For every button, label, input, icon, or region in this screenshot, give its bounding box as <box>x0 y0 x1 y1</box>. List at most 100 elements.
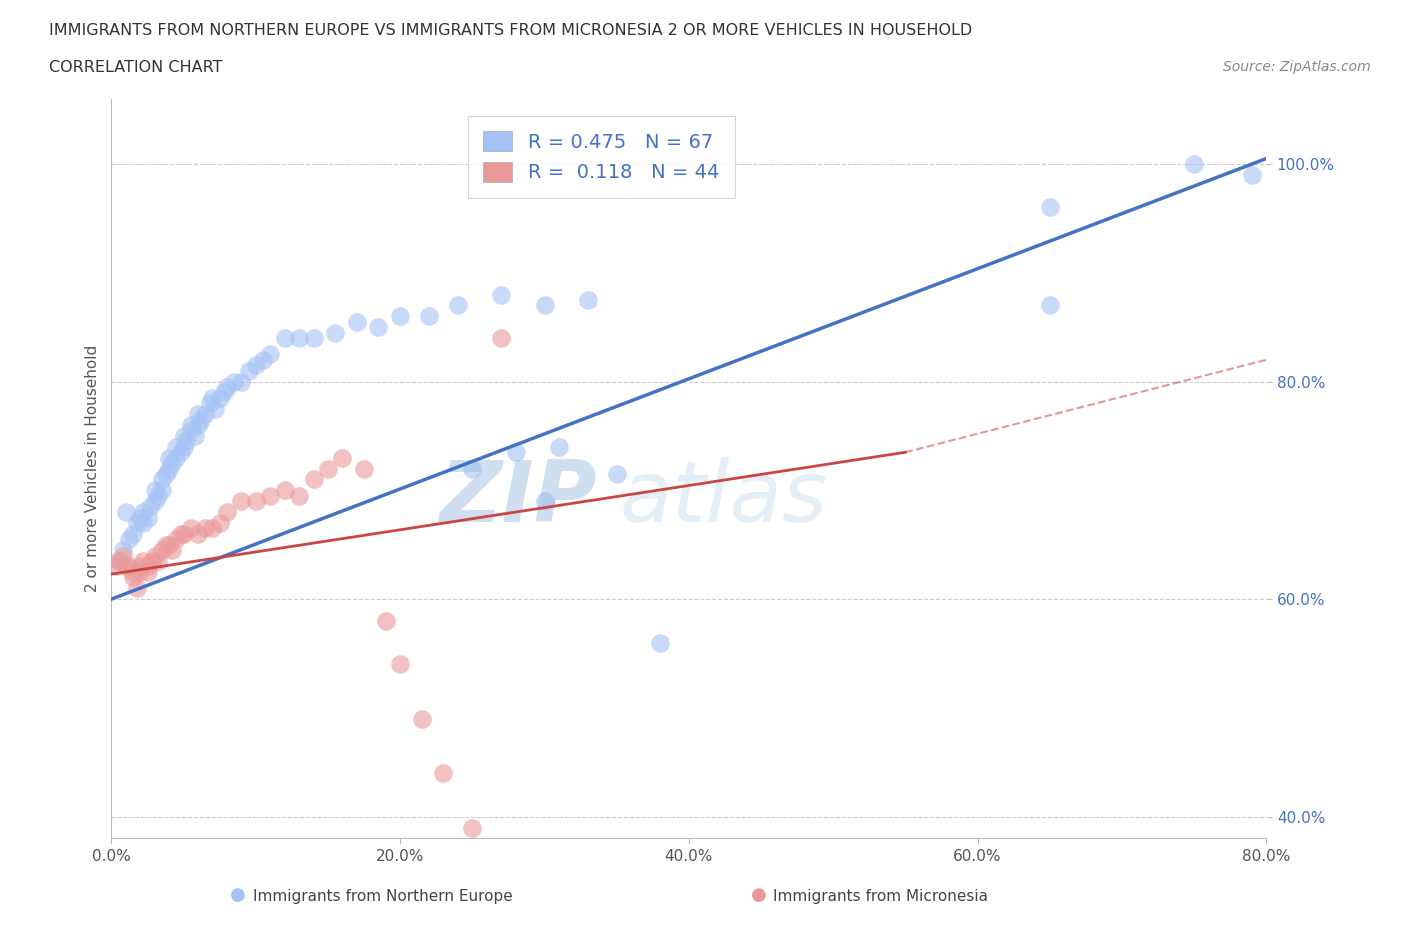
Point <box>533 298 555 312</box>
Point <box>489 287 512 302</box>
Point <box>411 711 433 726</box>
Point <box>165 532 187 547</box>
Point <box>132 553 155 568</box>
Point <box>273 483 295 498</box>
Point <box>157 538 180 552</box>
Point <box>259 347 281 362</box>
Point <box>316 461 339 476</box>
Point <box>1182 156 1205 171</box>
Point <box>184 429 207 444</box>
Point <box>332 450 354 465</box>
Point <box>118 532 141 547</box>
Point <box>353 461 375 476</box>
Point <box>165 439 187 454</box>
Point <box>132 515 155 530</box>
Text: Immigrants from Micronesia: Immigrants from Micronesia <box>773 889 988 904</box>
Point <box>111 543 134 558</box>
Point <box>252 352 274 367</box>
Point <box>1039 200 1062 215</box>
Text: atlas: atlas <box>620 457 828 539</box>
Point <box>323 326 346 340</box>
Point <box>141 553 163 568</box>
Point <box>146 553 169 568</box>
Point <box>180 423 202 438</box>
Point <box>346 314 368 329</box>
Point <box>447 298 470 312</box>
Point <box>273 330 295 345</box>
Point <box>238 364 260 379</box>
Point <box>194 521 217 536</box>
Point <box>1240 167 1263 182</box>
Point <box>136 565 159 579</box>
Point <box>648 635 671 650</box>
Point <box>176 434 198 449</box>
Point <box>173 439 195 454</box>
Point <box>302 330 325 345</box>
Point <box>129 565 152 579</box>
Text: ZIP: ZIP <box>439 457 596 539</box>
Text: IMMIGRANTS FROM NORTHERN EUROPE VS IMMIGRANTS FROM MICRONESIA 2 OR MORE VEHICLES: IMMIGRANTS FROM NORTHERN EUROPE VS IMMIG… <box>49 23 973 38</box>
Point <box>432 765 454 780</box>
Point <box>104 559 127 574</box>
Point <box>132 505 155 520</box>
Point <box>1039 298 1062 312</box>
Point <box>389 657 412 671</box>
Point <box>165 450 187 465</box>
Point <box>224 374 246 389</box>
Point <box>208 515 231 530</box>
Point <box>143 494 166 509</box>
Point <box>143 548 166 563</box>
Point <box>155 467 177 482</box>
Point <box>107 553 129 568</box>
Text: ●: ● <box>751 886 766 904</box>
Text: ●: ● <box>231 886 246 904</box>
Point <box>187 418 209 432</box>
Point <box>374 614 396 629</box>
Point <box>157 461 180 476</box>
Point <box>180 418 202 432</box>
Point <box>155 538 177 552</box>
Point <box>367 320 389 335</box>
Point <box>259 488 281 503</box>
Point <box>170 445 193 459</box>
Point <box>111 548 134 563</box>
Text: Immigrants from Northern Europe: Immigrants from Northern Europe <box>253 889 513 904</box>
Text: Source: ZipAtlas.com: Source: ZipAtlas.com <box>1223 60 1371 74</box>
Point <box>288 488 311 503</box>
Point <box>150 472 173 487</box>
Point <box>170 526 193 541</box>
Point <box>389 309 412 324</box>
Point <box>190 412 212 427</box>
Point <box>122 565 145 579</box>
Point <box>212 385 235 400</box>
Point <box>201 521 224 536</box>
Legend: R = 0.475   N = 67, R =  0.118   N = 44: R = 0.475 N = 67, R = 0.118 N = 44 <box>468 116 735 198</box>
Point <box>533 494 555 509</box>
Point <box>245 358 267 373</box>
Point <box>461 820 484 835</box>
Point <box>136 510 159 525</box>
Point <box>143 483 166 498</box>
Point <box>107 553 129 568</box>
Point <box>187 406 209 421</box>
Point <box>115 505 138 520</box>
Point <box>418 309 440 324</box>
Point <box>302 472 325 487</box>
Point <box>139 499 162 514</box>
Point <box>146 488 169 503</box>
Point <box>115 559 138 574</box>
Point <box>288 330 311 345</box>
Text: CORRELATION CHART: CORRELATION CHART <box>49 60 222 75</box>
Point <box>187 526 209 541</box>
Point <box>489 330 512 345</box>
Point <box>136 559 159 574</box>
Point <box>231 374 253 389</box>
Point <box>150 543 173 558</box>
Point <box>127 581 149 596</box>
Point <box>576 293 599 308</box>
Point <box>245 494 267 509</box>
Point <box>173 526 195 541</box>
Point <box>160 456 183 471</box>
Point <box>194 406 217 421</box>
Point <box>180 521 202 536</box>
